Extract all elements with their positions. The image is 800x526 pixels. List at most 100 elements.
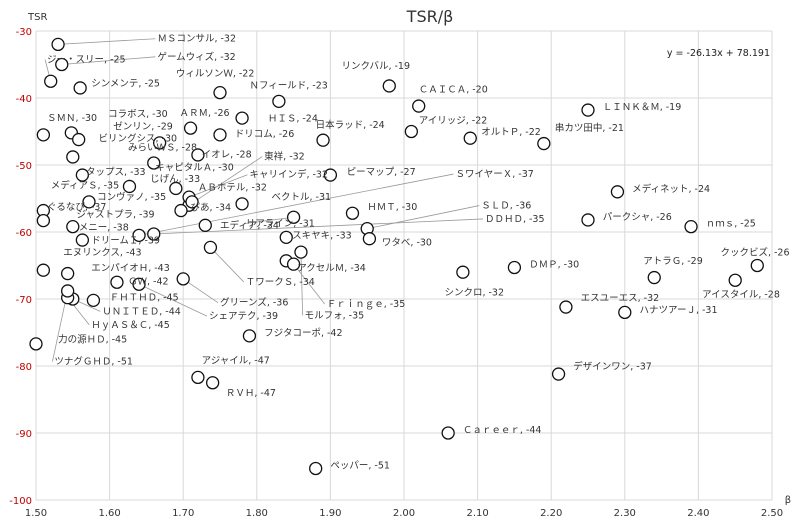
data-point <box>132 277 146 291</box>
data-point <box>507 260 522 275</box>
data-point <box>29 337 43 351</box>
data-point <box>235 111 249 125</box>
data-point <box>203 240 218 255</box>
data-point <box>60 284 75 298</box>
data-label: メディネット, -24 <box>632 183 710 195</box>
data-label: ＣＡＩＣＡ, -20 <box>419 85 488 96</box>
data-point <box>205 376 220 390</box>
data-label: Ｎフィールド, -23 <box>249 81 327 92</box>
trendline-equation: y = -26.13x + 78.191 <box>667 48 770 59</box>
data-label: ぴあ, -34 <box>191 203 232 214</box>
data-label: ｎｍｓ, -25 <box>706 219 756 230</box>
data-point <box>55 57 69 72</box>
data-point <box>44 74 58 88</box>
x-tick-label: 1.50 <box>25 508 47 519</box>
data-label: パークシャ, -26 <box>603 212 672 223</box>
data-label: ぐるなび, -37 <box>47 202 106 213</box>
data-point <box>551 367 566 381</box>
data-label: スキヤキ, -33 <box>292 231 352 242</box>
data-point <box>684 219 698 234</box>
data-point <box>382 79 396 93</box>
data-point <box>559 300 573 314</box>
data-point <box>73 81 87 95</box>
data-point <box>147 156 161 170</box>
x-axis-label: β <box>785 495 791 506</box>
data-label: ＳワイヤーＸ, -37 <box>456 169 534 180</box>
data-point <box>36 128 51 142</box>
data-point <box>152 136 167 150</box>
data-point <box>191 148 205 162</box>
data-point <box>174 203 188 218</box>
data-label: Ｃａｒｅｅｒ, -44 <box>463 425 542 436</box>
data-label: 力の源ＨＤ, -45 <box>58 334 127 346</box>
data-point <box>316 133 330 147</box>
chart-title: TSR/β <box>406 7 454 26</box>
data-label: Ｆｒｉｎｇｅ, -35 <box>327 298 406 310</box>
data-label: ハナツアーＪ, -31 <box>640 305 718 316</box>
data-label: ワタベ, -30 <box>382 237 432 248</box>
data-label: エディア, -34 <box>220 220 279 232</box>
data-label: リアライン, -31 <box>246 219 315 230</box>
data-point <box>213 85 227 100</box>
data-label: ＡＢホテル, -32 <box>198 182 267 193</box>
data-label: ピーマップ, -27 <box>347 167 416 178</box>
data-point <box>235 197 249 211</box>
x-tick-label: 2.30 <box>614 508 636 519</box>
x-tick-label: 2.00 <box>393 508 415 519</box>
data-point <box>72 132 86 147</box>
data-point <box>60 266 75 281</box>
data-label: ＬＩＮＫ＆Ｍ, -19 <box>603 102 682 113</box>
data-label: ツナグＧＨＤ, -51 <box>54 356 133 368</box>
y-tick-label: -70 <box>16 295 32 306</box>
data-label: ＲＶＨ, -47 <box>226 388 276 399</box>
data-labels: ＭＳコンサル, -32 ゲームウィズ, -32 ジー・スリー, -25 シンメンテ, … <box>47 34 790 472</box>
leader-line <box>367 205 480 230</box>
x-tick-label: 1.90 <box>319 508 341 519</box>
data-label: クックビズ, -26 <box>720 246 789 258</box>
x-tick-label: 2.10 <box>466 508 488 519</box>
data-point <box>242 329 257 343</box>
data-point <box>412 99 426 113</box>
data-label: エンパイオＨ, -43 <box>91 263 170 274</box>
data-point <box>618 305 632 320</box>
data-point <box>286 210 301 224</box>
data-point <box>36 263 51 277</box>
data-point <box>647 270 661 285</box>
data-point <box>51 37 65 52</box>
data-label: ジャストプラ, -39 <box>76 209 154 220</box>
data-point <box>36 213 51 228</box>
data-label: 東祥, -32 <box>264 151 305 163</box>
data-label: タップス, -33 <box>86 167 146 178</box>
data-point <box>286 257 301 271</box>
leader-line <box>293 263 326 305</box>
data-label: アイリッジ, -22 <box>419 115 488 126</box>
data-label: ＧＷ, -42 <box>128 276 169 287</box>
data-label: ＳＬＤ, -36 <box>481 201 531 212</box>
y-tick-label: -80 <box>16 362 32 373</box>
data-point <box>404 124 419 139</box>
data-label: ＵＮＩＴＥＤ, -44 <box>102 306 181 317</box>
data-label: ＡＲＭ, -26 <box>180 108 230 119</box>
leader-line <box>58 38 156 45</box>
data-label: ビリングシス, -30 <box>99 133 178 145</box>
leader-line <box>300 252 304 316</box>
data-label: ＳＭＮ, -30 <box>47 113 97 124</box>
data-label: シェアテク, -39 <box>209 311 278 322</box>
data-label: ＨＩＳ, -24 <box>268 113 318 124</box>
data-point <box>581 103 595 117</box>
data-label: ゼンリン, -29 <box>113 120 173 132</box>
x-tick-label: 1.70 <box>172 508 194 519</box>
data-label: リンクバル, -19 <box>341 61 410 72</box>
leader-line <box>210 247 245 283</box>
data-point <box>198 218 212 232</box>
data-label: ゲームウィズ, -32 <box>157 51 235 63</box>
data-point <box>581 213 595 227</box>
data-point <box>213 128 227 142</box>
data-label: ウィルソンＷ, -22 <box>176 69 255 80</box>
data-point <box>122 179 137 194</box>
leader-line <box>243 216 294 225</box>
data-label: エスユーエス, -32 <box>581 293 660 304</box>
data-point <box>323 168 338 182</box>
data-label: じげん, -33 <box>150 174 200 185</box>
